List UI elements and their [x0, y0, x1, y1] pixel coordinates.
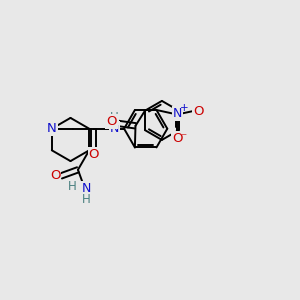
- Text: N: N: [110, 122, 119, 135]
- Text: H: H: [110, 111, 118, 124]
- Text: +: +: [180, 103, 189, 113]
- Text: ⁻: ⁻: [181, 132, 187, 145]
- Text: O: O: [106, 116, 117, 128]
- Text: O: O: [50, 169, 60, 182]
- Text: N: N: [47, 122, 57, 135]
- Text: O: O: [88, 148, 99, 161]
- Text: N: N: [172, 107, 182, 120]
- Text: N: N: [82, 182, 91, 195]
- Text: O: O: [172, 132, 182, 145]
- Text: O: O: [193, 105, 204, 118]
- Text: H: H: [82, 193, 91, 206]
- Text: H: H: [68, 180, 77, 193]
